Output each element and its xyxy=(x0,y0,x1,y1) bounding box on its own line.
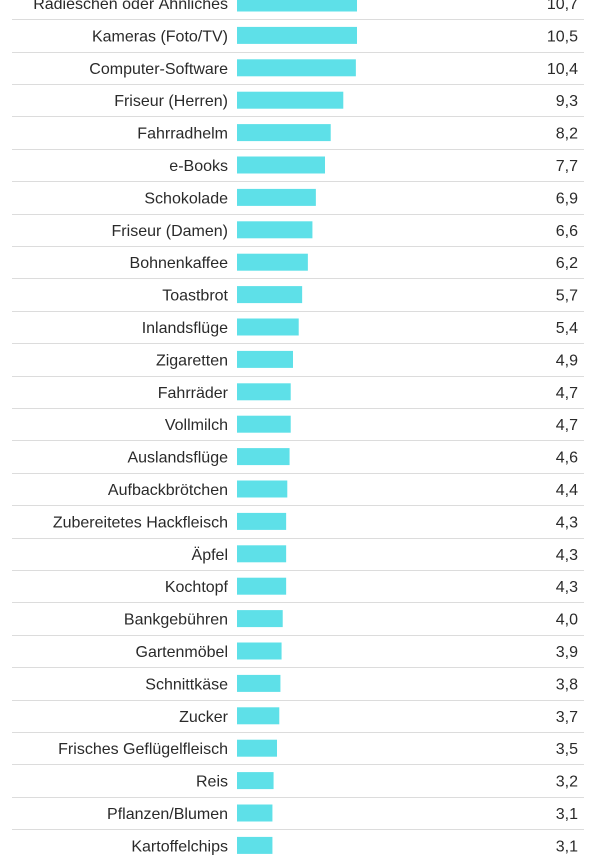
category-label: Zigaretten xyxy=(156,352,228,369)
bar xyxy=(237,804,273,822)
bar xyxy=(237,221,313,239)
value-label: 4,9 xyxy=(556,352,578,369)
bar xyxy=(237,512,287,530)
bar xyxy=(237,383,291,401)
category-label: Frisches Geflügelfleisch xyxy=(58,741,228,758)
value-label: 10,7 xyxy=(547,0,578,13)
value-label: 3,9 xyxy=(556,644,578,661)
value-label: 3,5 xyxy=(556,741,578,758)
category-label: Pflanzen/Blumen xyxy=(107,806,228,823)
category-label: Gartenmöbel xyxy=(136,644,229,661)
category-label: Schnittkäse xyxy=(145,676,228,693)
bar xyxy=(237,318,299,336)
category-label: Toastbrot xyxy=(162,288,228,305)
bar xyxy=(237,253,308,271)
value-label: 4,7 xyxy=(556,417,578,434)
value-label: 8,2 xyxy=(556,126,578,143)
category-label: Zubereitetes Hackfleisch xyxy=(53,514,228,531)
bar xyxy=(237,739,277,757)
value-label: 10,5 xyxy=(547,28,578,45)
category-label: Schokolade xyxy=(144,190,228,207)
bar xyxy=(237,415,291,433)
bar xyxy=(237,59,356,77)
bar xyxy=(237,610,283,628)
value-label: 4,3 xyxy=(556,547,578,564)
category-label: Kartoffelchips xyxy=(131,838,228,855)
category-label: Aufbackbrötchen xyxy=(108,482,228,499)
bar xyxy=(237,188,316,206)
category-label: Bankgebühren xyxy=(124,612,228,629)
category-label: Kochtopf xyxy=(165,579,229,596)
bar xyxy=(237,91,344,109)
bar xyxy=(237,836,273,854)
value-label: 5,4 xyxy=(556,320,578,337)
category-label: Bohnenkaffee xyxy=(130,255,229,272)
bar xyxy=(237,448,290,466)
category-label: Friseur (Herren) xyxy=(114,93,228,110)
bar xyxy=(237,772,274,790)
bar xyxy=(237,577,287,595)
value-label: 3,7 xyxy=(556,709,578,726)
category-label: Kameras (Foto/TV) xyxy=(92,28,228,45)
bar xyxy=(237,124,331,142)
bar xyxy=(237,545,287,563)
bar xyxy=(237,480,288,498)
value-label: 4,7 xyxy=(556,385,578,402)
category-label: Vollmilch xyxy=(165,417,228,434)
value-label: 3,8 xyxy=(556,676,578,693)
bar xyxy=(237,26,357,44)
category-label: Radieschen oder Ähnliches xyxy=(33,0,228,13)
value-label: 9,3 xyxy=(556,93,578,110)
value-label: 4,0 xyxy=(556,612,578,629)
value-label: 10,4 xyxy=(547,61,578,78)
bar xyxy=(237,0,357,12)
bar xyxy=(237,674,281,692)
category-label: Äpfel xyxy=(192,546,228,564)
bar xyxy=(237,707,280,725)
bar xyxy=(237,286,303,304)
value-label: 3,1 xyxy=(556,838,578,855)
value-label: 3,2 xyxy=(556,774,578,791)
category-label: e-Books xyxy=(169,158,228,175)
value-label: 4,3 xyxy=(556,579,578,596)
bar xyxy=(237,642,282,660)
category-label: Auslandsflüge xyxy=(127,450,228,467)
bar xyxy=(237,156,325,174)
value-label: 4,3 xyxy=(556,514,578,531)
category-label: Reis xyxy=(196,774,228,791)
category-label: Fahrräder xyxy=(158,385,229,402)
value-label: 7,7 xyxy=(556,158,578,175)
value-label: 4,4 xyxy=(556,482,578,499)
bar xyxy=(237,350,293,368)
category-label: Inlandsflüge xyxy=(142,320,228,337)
category-label: Friseur (Damen) xyxy=(112,223,228,240)
value-label: 5,7 xyxy=(556,288,578,305)
category-label: Computer-Software xyxy=(89,61,228,78)
value-label: 6,9 xyxy=(556,190,578,207)
category-label: Zucker xyxy=(179,709,229,726)
value-label: 4,6 xyxy=(556,450,578,467)
category-label: Fahrradhelm xyxy=(137,126,228,143)
value-label: 6,2 xyxy=(556,255,578,272)
value-label: 3,1 xyxy=(556,806,578,823)
value-label: 6,6 xyxy=(556,223,578,240)
